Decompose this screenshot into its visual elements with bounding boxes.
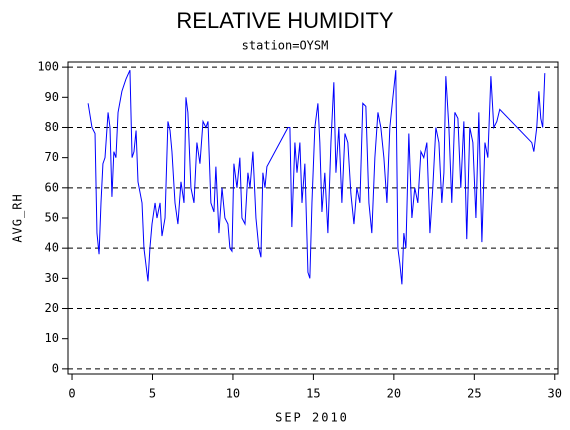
y-axis-label: AVG_RH <box>11 193 25 242</box>
x-tick-label: 20 <box>387 387 401 401</box>
x-axis-label: SEP 2010 <box>275 411 349 425</box>
y-tick-label: 30 <box>45 271 59 285</box>
y-tick-label: 90 <box>45 90 59 104</box>
plot-frame <box>67 61 559 375</box>
x-tick-label: 5 <box>149 387 156 401</box>
y-tick-label: 0 <box>52 361 59 375</box>
y-tick-label: 60 <box>45 180 59 194</box>
y-tick-label: 100 <box>37 60 59 74</box>
y-tick-label: 80 <box>45 120 59 134</box>
y-tick-label: 20 <box>45 301 59 315</box>
x-tick-label: 10 <box>226 387 240 401</box>
data-line <box>87 69 546 285</box>
y-tick-label: 40 <box>45 241 59 255</box>
x-tick-label: 15 <box>306 387 320 401</box>
chart-title: RELATIVE HUMIDITY <box>176 8 394 33</box>
chart-subtitle: station=OYSM <box>242 39 329 53</box>
x-tick-label: 30 <box>548 387 562 401</box>
x-tick-label: 25 <box>467 387 481 401</box>
y-tick-label: 50 <box>45 211 59 225</box>
y-tick-label: 70 <box>45 150 59 164</box>
x-tick-label: 0 <box>68 387 75 401</box>
y-tick-label: 10 <box>45 331 59 345</box>
